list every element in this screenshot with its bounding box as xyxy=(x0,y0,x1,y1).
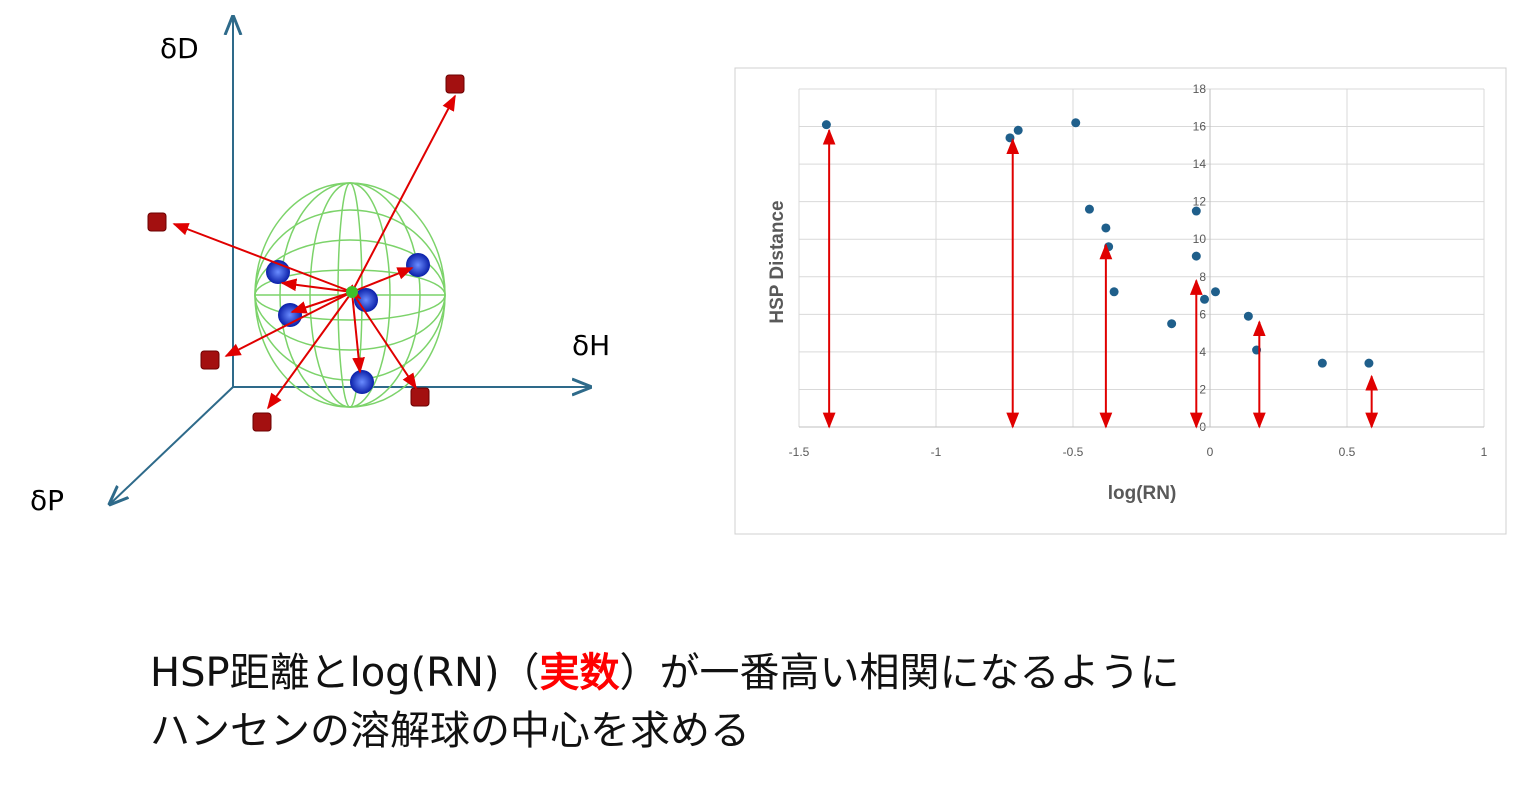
point xyxy=(1200,294,1210,304)
point xyxy=(1210,287,1220,297)
outside-points xyxy=(147,74,465,432)
x-tick-label: -0.5 xyxy=(1063,445,1084,459)
axis-label: δP xyxy=(30,484,64,517)
x-tick-label: 1 xyxy=(1481,445,1488,459)
caption-emphasis: 実数 xyxy=(540,650,620,696)
axis-label: δH xyxy=(572,329,610,362)
y-tick-label: 18 xyxy=(1193,82,1207,96)
y-axis-title: HSP Distance xyxy=(767,200,788,323)
point xyxy=(1191,251,1201,261)
chart-frame xyxy=(734,67,1507,535)
y-tick-label: 12 xyxy=(1193,195,1207,209)
y-tick-label: 16 xyxy=(1193,120,1207,134)
sphere xyxy=(254,182,446,408)
center xyxy=(346,286,358,298)
x-axis-title: log(RN) xyxy=(1108,483,1177,504)
caption-line: HSP距離とlog(RN)（実数）が一番高い相関になるように xyxy=(150,650,1180,696)
x-tick-label: -1 xyxy=(931,445,942,459)
axis-label: δD xyxy=(160,32,199,65)
x-tick-label: 0 xyxy=(1207,445,1214,459)
y-tick-label: 14 xyxy=(1193,157,1207,171)
point xyxy=(821,120,831,130)
point xyxy=(1101,223,1111,233)
caption-line: ハンセンの溶解球の中心を求める xyxy=(150,708,750,754)
y-tick-label: 10 xyxy=(1193,232,1207,246)
y-tick-label: 6 xyxy=(1199,307,1206,321)
point xyxy=(1317,358,1327,368)
hsp-diagram: δD δH δP xyxy=(30,17,610,517)
point xyxy=(1084,204,1094,214)
point xyxy=(1167,319,1177,329)
caption-text: HSP距離とlog(RN)（ xyxy=(150,650,540,696)
point xyxy=(1109,287,1119,297)
point xyxy=(1071,118,1081,128)
distance-arrows xyxy=(172,94,456,410)
axis-p xyxy=(110,386,234,504)
y-tick-label: 8 xyxy=(1199,270,1206,284)
x-tick-label: 0.5 xyxy=(1339,445,1356,459)
point xyxy=(1243,311,1253,321)
caption-text: ）が一番高い相関になるように xyxy=(620,650,1180,696)
point xyxy=(1013,125,1023,135)
y-tick-label: 4 xyxy=(1199,345,1206,359)
point xyxy=(1364,358,1374,368)
y-tick-label: 2 xyxy=(1199,382,1206,396)
point xyxy=(1191,206,1201,216)
x-tick-label: -1.5 xyxy=(789,445,810,459)
